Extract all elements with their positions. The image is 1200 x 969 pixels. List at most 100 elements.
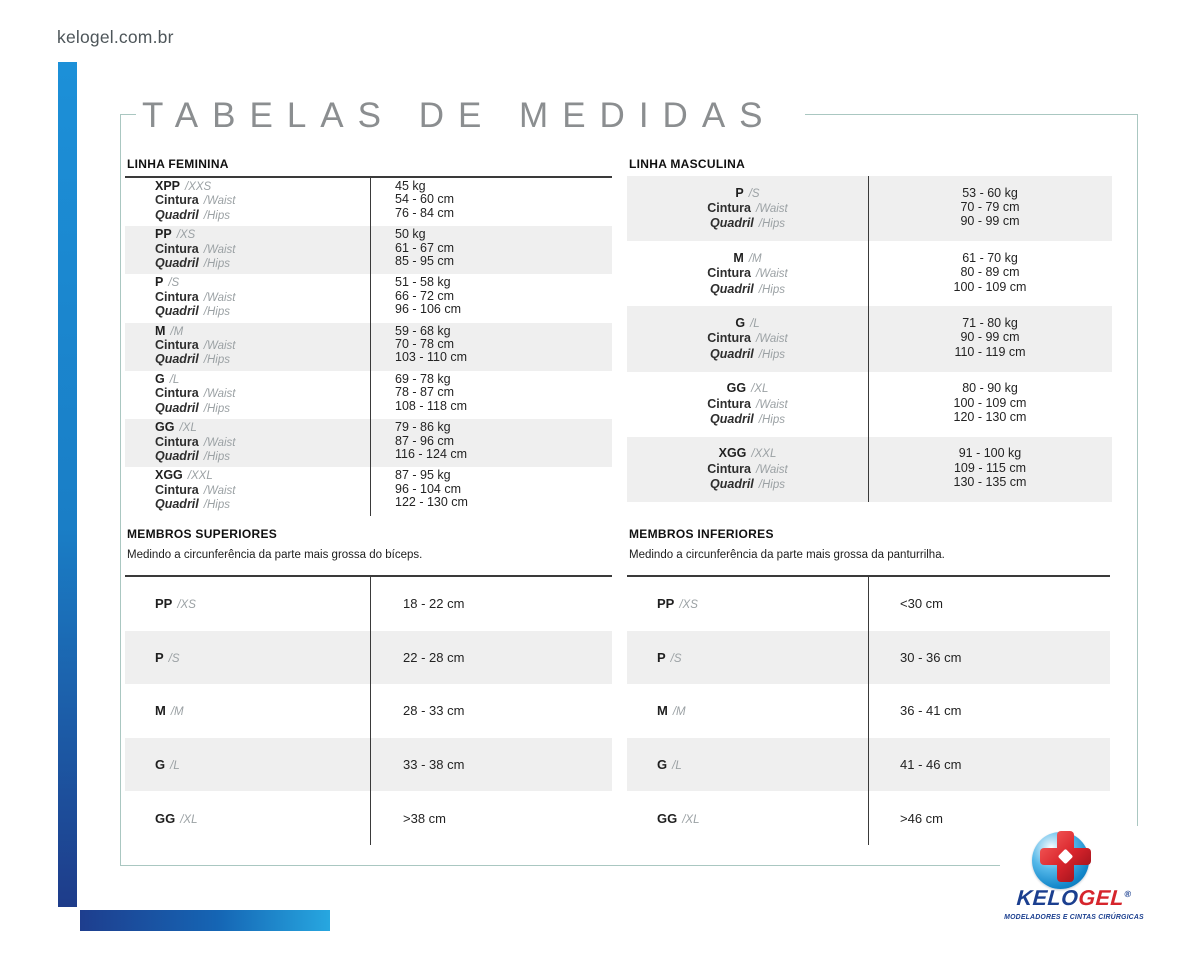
hips-line: Quadril/Hips (627, 282, 868, 297)
circumference-value: 36 - 41 cm (900, 703, 962, 719)
section-title: LINHA FEMININA (127, 157, 229, 171)
page-title: TABELAS DE MEDIDAS (136, 94, 805, 144)
size-line: XGG/XXL (627, 446, 868, 461)
size-code-intl: /L (672, 760, 682, 773)
size-code-intl: /S (748, 187, 760, 200)
circumference-value: 41 - 46 cm (900, 757, 962, 773)
weight-value: 50 kg (395, 227, 426, 242)
size-values-cell: 30 - 36 cm (868, 650, 1110, 665)
hips-value: 110 - 119 cm (954, 344, 1026, 359)
size-label-cell: XGG/XXL Cintura/Waist Quadril/Hips (125, 469, 370, 512)
size-code-intl: /L (170, 760, 180, 773)
size-code-intl: /XXS (185, 181, 212, 193)
waist-value: 70 - 79 cm (960, 199, 1020, 214)
hips-label: Quadril (710, 477, 754, 492)
size-row: P/S 22 - 28 cm (125, 630, 612, 685)
size-line: G/L (627, 316, 868, 331)
size-code-intl: /XL (179, 422, 197, 435)
size-code-intl: /L (750, 317, 760, 330)
waist-label-intl: /Waist (756, 398, 788, 411)
membros-inferiores-table: PP/XS <30 cm P/S 30 - 36 cm M/M 36 - 41 … (627, 575, 1110, 845)
size-code-intl: /XS (177, 599, 196, 612)
section-linha-masculina: LINHA MASCULINA P/S Cintura/Waist Quadri… (627, 157, 1112, 503)
waist-value: 90 - 99 cm (960, 330, 1020, 345)
weight-value: 69 - 78 kg (395, 371, 451, 386)
size-row: G/L Cintura/Waist Quadril/Hips 69 - 78 k… (125, 371, 612, 419)
size-row: GG/XL >46 cm (627, 791, 1110, 845)
size-line: P/S (155, 276, 370, 290)
waist-label-intl: /Waist (756, 202, 788, 215)
size-label-cell: PP/XS (627, 596, 868, 611)
size-line: XGG/XXL (155, 469, 370, 483)
size-line: M/M (155, 324, 370, 339)
circumference-value: 33 - 38 cm (403, 757, 465, 773)
hips-value: 96 - 106 cm (395, 302, 462, 317)
size-code: GG (155, 810, 176, 826)
waist-label-intl: /Waist (203, 291, 236, 304)
size-values-cell: 33 - 38 cm (370, 757, 612, 772)
size-values-cell: 79 - 86 kg 87 - 96 cm 116 - 124 cm (370, 420, 612, 464)
size-values-cell: >38 cm (370, 811, 612, 826)
hips-label: Quadril (155, 256, 199, 271)
size-row: P/S Cintura/Waist Quadril/Hips 51 - 58 k… (125, 274, 612, 322)
size-values-cell: 50 kg 61 - 67 cm 85 - 95 cm (370, 227, 612, 271)
hips-label-intl: /Hips (203, 306, 230, 319)
size-values-cell: 69 - 78 kg 78 - 87 cm 108 - 118 cm (370, 371, 612, 416)
size-label-cell: XGG/XXL Cintura/Waist Quadril/Hips (627, 446, 868, 492)
size-code-intl: /XS (679, 599, 698, 612)
size-code-intl: /XL (751, 383, 769, 396)
waist-label: Cintura (707, 200, 751, 215)
waist-label: Cintura (155, 241, 199, 256)
size-code-intl: /M (170, 325, 184, 338)
size-code: XPP (155, 179, 181, 193)
hips-line: Quadril/Hips (155, 353, 370, 367)
size-row: P/S 30 - 36 cm (627, 630, 1110, 685)
waist-label-intl: /Waist (756, 333, 788, 346)
section-title: LINHA MASCULINA (629, 157, 746, 171)
circumference-value: <30 cm (900, 596, 943, 612)
size-values-cell: 59 - 68 kg 70 - 78 cm 103 - 110 cm (370, 324, 612, 368)
waist-label-intl: /Waist (203, 195, 236, 208)
weight-value: 80 - 90 kg (962, 381, 1018, 396)
section-subtitle: Medindo a circunferência da parte mais g… (127, 549, 423, 561)
hips-label: Quadril (155, 400, 199, 415)
waist-label: Cintura (707, 461, 751, 476)
waist-label-intl: /Waist (203, 340, 236, 353)
waist-line: Cintura/Waist (155, 387, 370, 401)
waist-line: Cintura/Waist (155, 434, 370, 450)
size-values-cell: 80 - 90 kg 100 - 109 cm 120 - 130 cm (868, 381, 1112, 427)
size-line: GG/XL (627, 381, 868, 396)
size-line: M/M (627, 251, 868, 266)
size-line: GG/XL (155, 420, 370, 435)
size-row: M/M 28 - 33 cm (125, 684, 612, 738)
size-code: M (155, 703, 166, 719)
waist-label: Cintura (155, 338, 199, 353)
size-label-cell: M/M (627, 703, 868, 718)
weight-value: 61 - 70 kg (962, 250, 1018, 265)
size-line: G/L (155, 372, 370, 387)
waist-value: 80 - 89 cm (960, 265, 1020, 280)
size-code: P (155, 275, 164, 290)
hips-line: Quadril/Hips (627, 347, 868, 362)
section-membros-superiores: MEMBROS SUPERIORES Medindo a circunferên… (125, 527, 612, 845)
kelogel-logo: KELOGEL® MODELADORES E CINTAS CIRÚRGICAS (1000, 826, 1148, 932)
hips-value: 108 - 118 cm (395, 398, 468, 413)
size-code: M (733, 250, 744, 265)
waist-line: Cintura/Waist (627, 462, 868, 477)
section-title: MEMBROS INFERIORES (629, 527, 774, 541)
hips-line: Quadril/Hips (155, 208, 370, 223)
size-values-cell: 91 - 100 kg 109 - 115 cm 130 - 135 cm (868, 446, 1112, 492)
brand-name-secondary: GEL (1077, 886, 1126, 910)
waist-label-intl: /Waist (203, 484, 236, 497)
size-values-cell: >46 cm (868, 811, 1110, 826)
linha-masculina-table: P/S Cintura/Waist Quadril/Hips 53 - 60 k… (627, 176, 1112, 503)
hips-label-intl: /Hips (758, 413, 785, 426)
size-code-intl: /XXL (751, 448, 777, 461)
size-label-cell: G/L Cintura/Waist Quadril/Hips (125, 372, 370, 416)
weight-value: 45 kg (395, 179, 426, 193)
size-code-intl: /M (748, 252, 762, 265)
section-subtitle: Medindo a circunferência da parte mais g… (629, 549, 945, 561)
waist-line: Cintura/Waist (155, 241, 370, 257)
waist-label: Cintura (155, 434, 199, 449)
hips-label-intl: /Hips (203, 209, 230, 222)
